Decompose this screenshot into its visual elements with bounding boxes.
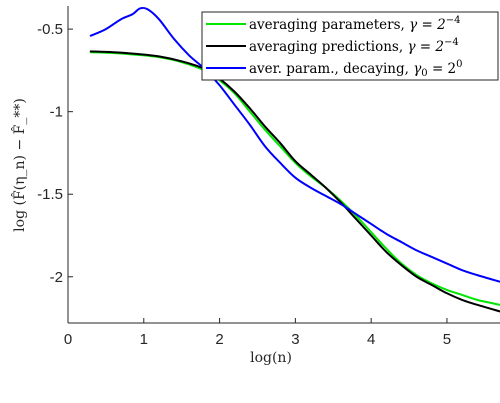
x-tick-label: 2 [215,331,223,348]
axes [67,6,500,324]
legend-label-subscript: 0 [421,68,427,79]
axis-labels: log(n) log (F̂(η_n) − F̂_**) [10,98,291,366]
legend-label-math: γ = 2 [409,17,446,33]
legend-label-text: averaging parameters, [249,17,409,33]
y-axis-label: log (F̂(η_n) − F̂_**) [10,98,28,232]
series-lines [89,6,500,313]
legend-label: averaging predictions, γ = 2−4 [249,37,459,55]
x-tick-label: 5 [443,331,451,348]
legend-label-text: aver. param., decaying, [249,61,413,77]
legend-label-exponent: −4 [444,37,459,48]
x-tick-label: 4 [367,331,375,348]
legend-label-math: γ = 2 [407,39,444,55]
legend-label-equals: = 2 [428,61,456,77]
y-tick-label: -2 [50,269,63,286]
series-line-decaying [89,6,500,283]
x-tick-label: 1 [140,331,148,348]
legend-label-exponent: −4 [446,15,461,26]
legend-label: aver. param., decaying, γ0 = 20 [249,59,463,79]
legend-label: averaging parameters, γ = 2−4 [249,15,460,33]
x-tick-label: 0 [64,331,72,348]
tick-labels: 0 1 2 3 4 5 -0.5 -1 -1.5 -2 [37,21,451,348]
legend-label-exponent: 0 [456,59,462,70]
y-tick-label: -0.5 [37,21,63,38]
legend-label-math: γ [413,61,422,77]
legend-box [201,11,499,81]
y-tick-label: -1 [50,104,63,121]
series-line-averaging-predictions [89,50,500,313]
legend-label-text: averaging predictions, [249,39,407,55]
x-axis-label: log(n) [250,350,292,366]
x-tick-label: 3 [291,331,299,348]
y-tick-label: -1.5 [37,186,63,203]
